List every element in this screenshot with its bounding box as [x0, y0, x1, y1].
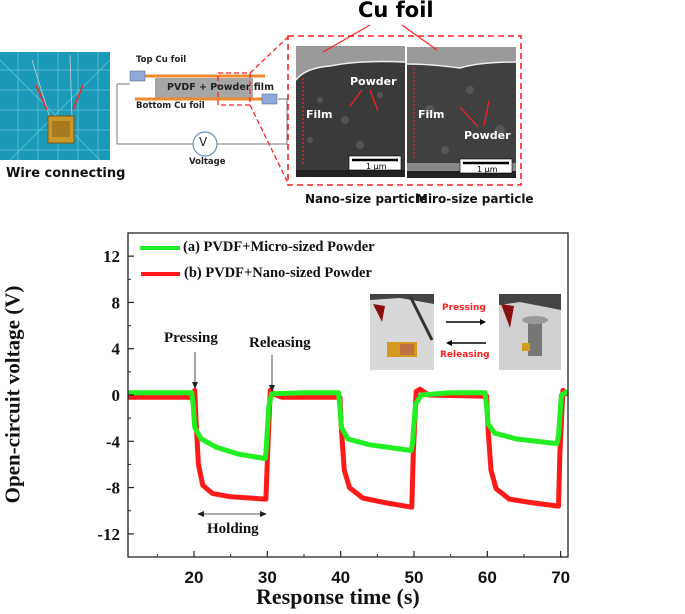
device-photo — [0, 52, 111, 161]
sem-image-nano — [295, 46, 406, 177]
series-line-micro — [128, 389, 570, 462]
inset-pressing-label: Pressing — [442, 303, 486, 313]
sem-powder-label: Powder — [464, 129, 511, 142]
x-tick-label: 20 — [185, 568, 204, 587]
x-tick-label: 70 — [551, 568, 570, 587]
legend-label-micro: (a) PVDF+Micro-sized Powder — [183, 239, 375, 255]
scale-bar-label: 1 μm — [366, 162, 387, 171]
y-tick-label: -8 — [106, 479, 120, 498]
x-tick-label: 60 — [478, 568, 497, 587]
inset-photo-pressed — [499, 294, 561, 370]
y-tick-label: -4 — [106, 432, 121, 451]
circuit-diagram — [116, 36, 289, 184]
photo-caption: Wire connecting — [6, 166, 126, 181]
x-tick-label: 50 — [405, 568, 424, 587]
y-tick-label: 8 — [112, 293, 121, 312]
annotation-holding: Holding — [207, 521, 259, 537]
inset-photo-released — [370, 294, 434, 370]
connector-icon — [261, 93, 278, 105]
x-axis-label: Response time (s) — [256, 584, 420, 609]
scale-bar-label: 1 μm — [477, 165, 498, 174]
film-layer — [155, 78, 253, 98]
y-tick-label: 12 — [103, 247, 120, 266]
voltmeter-symbol: V — [199, 135, 208, 149]
y-tick-label: 0 — [112, 386, 121, 405]
top-foil-label: Top Cu foil — [136, 55, 187, 65]
legend-label-nano: (b) PVDF+Nano-sized Powder — [184, 265, 372, 281]
series-layer — [128, 386, 570, 510]
x-tick-label: 40 — [331, 568, 350, 587]
sem-caption-micro: Miro-size particle — [416, 192, 534, 206]
film-label: PVDF + Powder film — [167, 82, 274, 93]
cu-foil-title: Cu foil — [358, 0, 434, 22]
bottom-foil-label: Bottom Cu foil — [136, 101, 205, 111]
sem-caption-nano: Nano-size particle — [305, 192, 428, 206]
annotation-releasing: Releasing — [249, 335, 311, 351]
sem-film-label: Film — [418, 108, 445, 121]
sem-film-label: Film — [306, 108, 333, 121]
sem-powder-label: Powder — [350, 75, 397, 88]
red-arrow-icon — [35, 84, 48, 111]
y-axis-label: Open-circuit voltage (V) — [0, 285, 25, 504]
tick-layer: 20 30 40 50 60 70 -12 -8 -4 0 4 8 12 — [97, 232, 570, 587]
inset-releasing-label: Releasing — [440, 350, 490, 360]
sem-image-micro — [406, 47, 517, 178]
y-tick-label: -12 — [97, 525, 120, 544]
red-arrow-icon — [72, 84, 84, 111]
voltmeter-label: Voltage — [189, 157, 226, 167]
y-tick-label: 4 — [112, 340, 121, 359]
connector-icon — [129, 70, 146, 82]
annotation-pressing: Pressing — [164, 330, 218, 346]
x-tick-label: 30 — [258, 568, 277, 587]
voltmeter-icon — [192, 131, 218, 157]
device-schematic-panel — [0, 24, 522, 186]
series-line-nano — [128, 386, 569, 510]
